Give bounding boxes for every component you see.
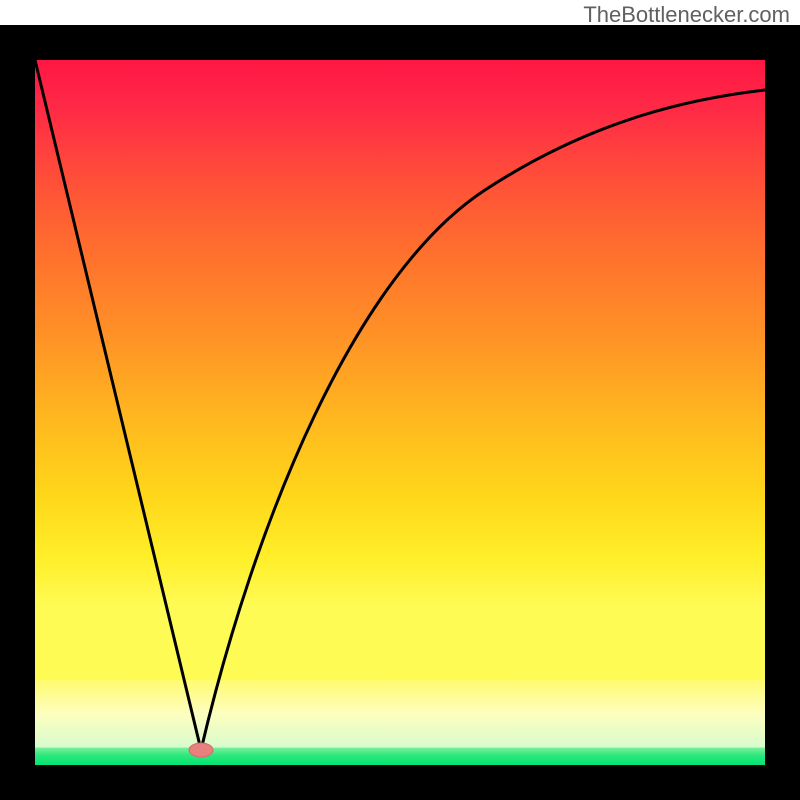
green-band [35, 747, 765, 765]
frame-right [765, 25, 800, 800]
gradient-background [35, 60, 765, 680]
min-marker [189, 743, 213, 757]
pale-band [35, 680, 765, 747]
plot-area [35, 60, 765, 765]
watermark-text: TheBottlenecker.com [583, 2, 790, 28]
frame-top [0, 25, 800, 60]
frame-left [0, 25, 35, 800]
frame-bottom [0, 765, 800, 800]
chart-container: TheBottlenecker.com [0, 0, 800, 800]
plot-svg [35, 60, 765, 765]
